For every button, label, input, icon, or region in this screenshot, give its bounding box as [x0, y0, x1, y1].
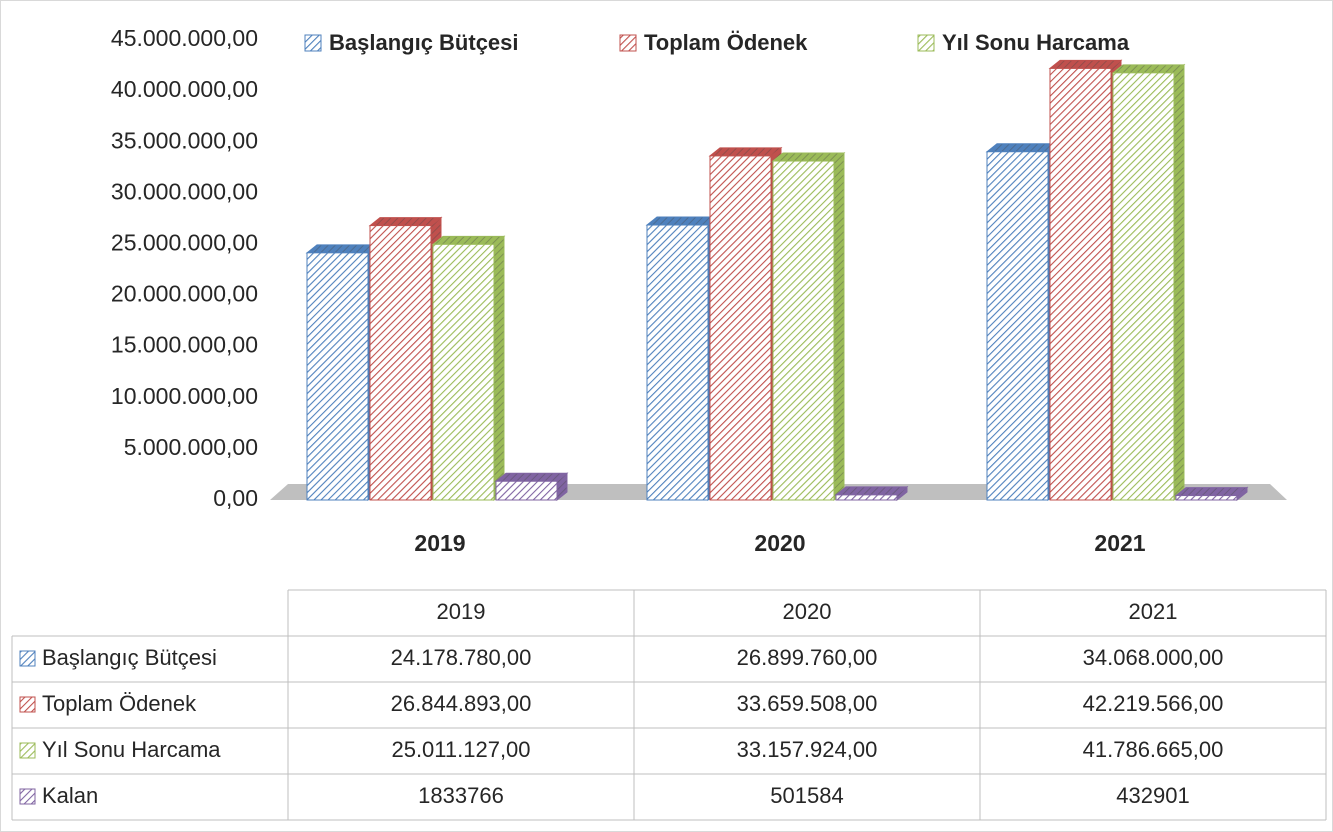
- bar: [495, 480, 558, 501]
- y-tick-label: 5.000.000,00: [124, 434, 258, 460]
- bar: [1175, 495, 1238, 501]
- bar-top: [834, 486, 909, 496]
- y-tick-label: 30.000.000,00: [111, 178, 258, 204]
- bar: [986, 151, 1049, 501]
- legend-key: [19, 650, 36, 667]
- table-cell: 501584: [770, 783, 843, 808]
- y-tick-label: 15.000.000,00: [111, 332, 258, 358]
- table-header: 2020: [783, 599, 832, 624]
- y-tick-label: 45.000.000,00: [111, 25, 258, 51]
- legend-key: [917, 34, 935, 52]
- bar-top: [494, 472, 569, 482]
- bar-side: [1173, 63, 1185, 502]
- table-cell: 42.219.566,00: [1083, 691, 1224, 716]
- legend-label: Yıl Sonu Harcama: [942, 30, 1130, 55]
- y-tick-label: 10.000.000,00: [111, 383, 258, 409]
- bar-top: [771, 152, 846, 162]
- legend-label: Başlangıç Bütçesi: [329, 30, 519, 55]
- table-row-label: Yıl Sonu Harcama: [42, 737, 221, 762]
- bar-top: [708, 147, 783, 157]
- y-tick-label: 40.000.000,00: [111, 76, 258, 102]
- legend-key: [619, 34, 637, 52]
- table-cell: 26.899.760,00: [737, 645, 878, 670]
- bar: [646, 224, 709, 501]
- bar-side: [833, 152, 845, 502]
- bar-top: [431, 235, 506, 245]
- x-tick-label: 2021: [1094, 530, 1145, 556]
- legend-key: [19, 742, 36, 759]
- bar-top: [645, 216, 720, 226]
- bar: [1112, 72, 1175, 501]
- legend-key: [19, 696, 36, 713]
- bar-top: [305, 244, 380, 254]
- bar: [772, 160, 835, 501]
- table-cell: 41.786.665,00: [1083, 737, 1224, 762]
- bar: [1049, 67, 1112, 501]
- bar-side: [493, 235, 505, 502]
- table-header: 2019: [437, 599, 486, 624]
- y-tick-label: 35.000.000,00: [111, 127, 258, 153]
- table-row-label: Başlangıç Bütçesi: [42, 645, 217, 670]
- x-tick-label: 2019: [414, 530, 465, 556]
- y-tick-label: 25.000.000,00: [111, 230, 258, 256]
- table-cell: 26.844.893,00: [391, 691, 532, 716]
- table-header: 2021: [1129, 599, 1178, 624]
- table-row-label: Kalan: [42, 783, 98, 808]
- x-tick-label: 2020: [754, 530, 805, 556]
- table-cell: 25.011.127,00: [391, 737, 530, 762]
- table-cell: 33.157.924,00: [737, 737, 878, 762]
- bar-top: [1174, 487, 1249, 497]
- legend-label: Toplam Ödenek: [644, 30, 808, 55]
- legend-key: [19, 788, 36, 805]
- table-cell: 432901: [1116, 783, 1189, 808]
- bar: [709, 155, 772, 501]
- bar: [369, 225, 432, 501]
- bar-top: [1111, 64, 1186, 74]
- bar: [432, 243, 495, 501]
- table-cell: 24.178.780,00: [391, 645, 532, 670]
- bar-top: [985, 143, 1060, 153]
- bar-top: [368, 217, 443, 227]
- bar: [306, 252, 369, 501]
- bar: [835, 494, 898, 501]
- table-cell: 33.659.508,00: [737, 691, 878, 716]
- table-row-label: Toplam Ödenek: [42, 691, 197, 716]
- y-tick-label: 0,00: [213, 485, 258, 511]
- bar-top: [1048, 59, 1123, 69]
- y-tick-label: 20.000.000,00: [111, 281, 258, 307]
- legend-key: [304, 34, 322, 52]
- table-cell: 34.068.000,00: [1083, 645, 1224, 670]
- table-cell: 1833766: [418, 783, 504, 808]
